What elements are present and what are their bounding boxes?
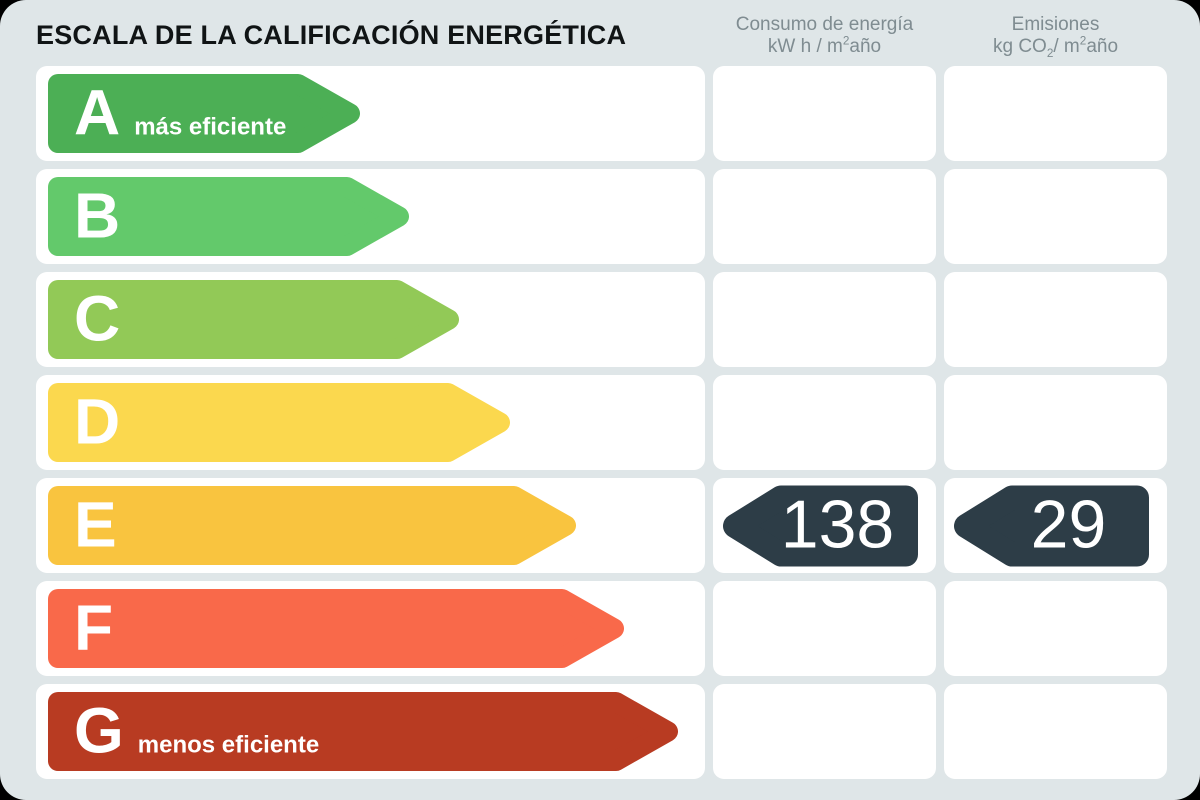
consumo-cell-D (713, 375, 936, 470)
band-text-F: F (74, 595, 113, 659)
band-text-D: D (74, 389, 120, 453)
consumo-column-title: Consumo de energía (735, 14, 914, 35)
value-badge-shape (723, 485, 918, 566)
consumo-cell-E: 138 (713, 478, 936, 573)
emisiones-cell-G (944, 684, 1167, 779)
emisiones-value-badge: 29 (954, 485, 1149, 566)
emisiones-cell-E: 29 (944, 478, 1167, 573)
band-cell-B: B (36, 169, 705, 264)
band-text-C: C (74, 286, 120, 350)
band-cell-D: D (36, 375, 705, 470)
emisiones-cell-D (944, 375, 1167, 470)
consumo-badge-value: 138 (780, 486, 895, 563)
value-badge-shape (954, 485, 1149, 566)
band-arrow-shape (48, 486, 576, 565)
band-cell-F: F (36, 581, 705, 676)
band-arrow-shape (48, 280, 459, 359)
band-arrow-shape (48, 692, 678, 771)
band-letter: B (74, 179, 121, 252)
band-label: menos eficiente (137, 731, 320, 759)
consumo-cell-A (713, 66, 936, 161)
band-arrow-shape (48, 177, 409, 256)
consumo-column-header: Consumo de energía kW h / m2año (713, 14, 936, 58)
band-letter: F (74, 591, 114, 664)
emisiones-cell-F (944, 581, 1167, 676)
consumo-cell-C (713, 272, 936, 367)
page-title: ESCALA DE LA CALIFICACIÓN ENERGÉTICA (36, 20, 627, 50)
band-arrow-shape (48, 589, 624, 668)
band-letter: A (74, 76, 121, 149)
emisiones-column-units: kg CO2/ m2año (992, 34, 1119, 60)
emisiones-cell-B (944, 169, 1167, 264)
band-text-B: B (74, 183, 120, 247)
band-label: más eficiente (134, 113, 287, 141)
band-letter: C (74, 282, 121, 355)
emisiones-column-title: Emisiones (1011, 14, 1100, 35)
emisiones-badge-value: 29 (1030, 486, 1107, 563)
band-arrow-shape (48, 74, 360, 153)
emisiones-column-header: Emisiones kg CO2/ m2año (944, 14, 1167, 60)
band-letter: E (74, 488, 117, 561)
band-arrow-shape (48, 383, 510, 462)
consumo-column-units: kW h / m2año (767, 34, 882, 57)
consumo-value-badge: 138 (723, 485, 918, 566)
emisiones-cell-C (944, 272, 1167, 367)
band-cell-E: E (36, 478, 705, 573)
band-letter: G (74, 694, 124, 767)
consumo-cell-F (713, 581, 936, 676)
consumo-cell-B (713, 169, 936, 264)
band-letter: D (74, 385, 121, 458)
band-cell-C: C (36, 272, 705, 367)
band-text-E: E (74, 492, 117, 556)
emisiones-cell-A (944, 66, 1167, 161)
consumo-cell-G (713, 684, 936, 779)
